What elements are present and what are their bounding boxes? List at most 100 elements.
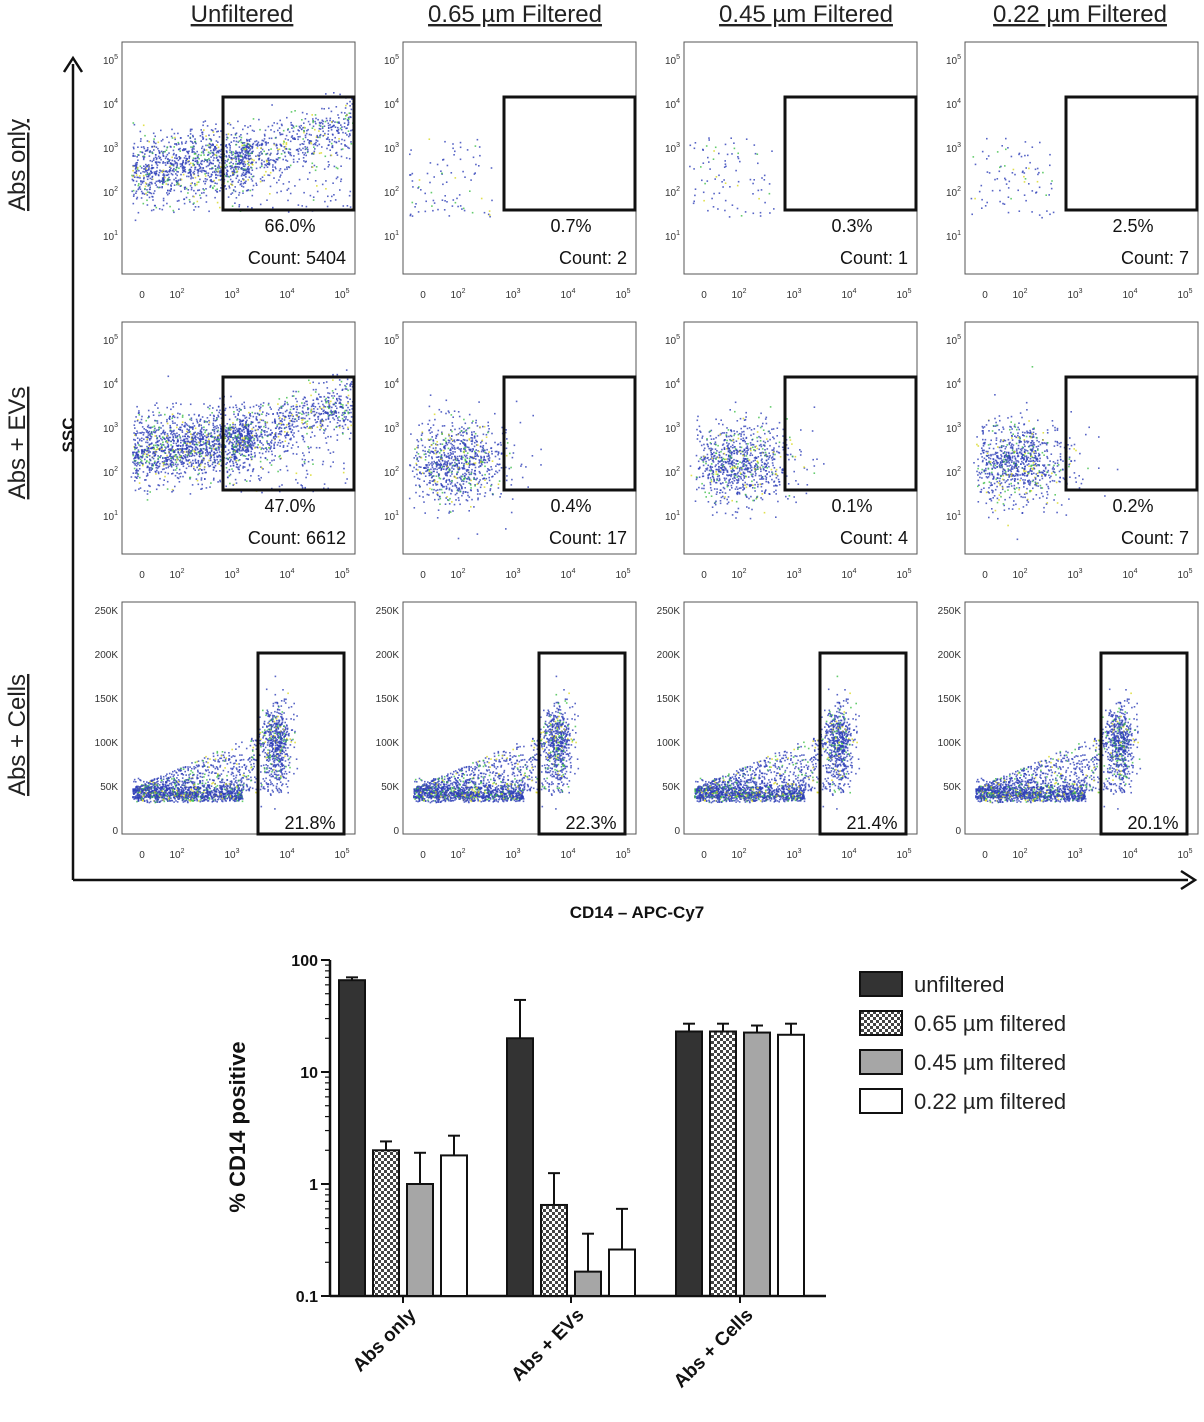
event-dot [336,399,339,402]
event-dot [234,133,237,135]
gate-percent: 66.0% [264,216,315,236]
event-dot [335,410,337,413]
event-dot [335,412,337,414]
event-dot [245,189,248,192]
event-dot [1052,211,1055,214]
event-dot [484,465,486,468]
event-dot [217,170,219,173]
event-dot [279,143,282,146]
event-dot [163,468,165,470]
event-dot [317,416,319,418]
event-dot [335,106,338,108]
event-dot [411,172,414,175]
event-dot [256,437,259,440]
event-dot [471,431,473,433]
event-dot [142,434,145,436]
event-dot [311,127,314,129]
event-dot [199,418,202,421]
event-dot [214,464,217,467]
column-title-unfiltered: Unfiltered [191,1,294,28]
event-dot [329,124,331,126]
event-dot [532,414,534,417]
event-dot [280,153,283,155]
event-dot [283,140,285,142]
event-dot [250,422,253,425]
event-dot [258,421,261,424]
event-dot [214,148,217,151]
event-dot [204,442,207,444]
event-dot [297,412,300,414]
event-dot [241,434,243,436]
event-dot [435,437,437,439]
event-dot [273,443,275,446]
event-dot [213,477,215,480]
event-dot [214,461,216,464]
event-dot [490,466,492,468]
event-dot [250,453,253,455]
event-dot [436,433,439,436]
event-dot [147,424,150,427]
event-dot [351,408,353,410]
event-dot [219,427,222,430]
gate-box [221,375,356,492]
event-dot [231,165,233,167]
event-dot [132,175,134,178]
event-dot [165,183,168,185]
event-dot [261,447,263,449]
event-dot [232,423,234,426]
event-dot [276,153,278,155]
event-dot [204,120,207,122]
event-dot [445,485,448,488]
event-dot [226,169,228,171]
event-dot [220,166,222,168]
event-dot [289,408,292,411]
event-dot [348,135,350,138]
event-dot [314,148,316,150]
event-dot [232,180,234,183]
event-dot [205,138,208,141]
event-dot [303,402,306,404]
event-dot [231,157,233,160]
event-dot [311,114,313,116]
event-dot [278,148,281,151]
event-dot [466,149,469,151]
event-dot [213,451,215,454]
event-dot [150,437,152,440]
event-dot [167,178,169,180]
event-dot [151,178,153,181]
event-dot [257,141,260,144]
event-dot [170,163,173,166]
event-dot [141,452,143,455]
event-dot [178,468,181,471]
event-dot [257,475,260,477]
event-dot [339,189,341,191]
event-dot [428,470,431,473]
event-dot [226,436,229,439]
event-dot [208,134,210,137]
event-dot [305,476,307,479]
event-dot [164,164,167,166]
event-dot [155,488,158,491]
event-dot [216,455,218,457]
event-dot [239,464,242,467]
event-dot [179,137,182,139]
event-dot [200,428,203,430]
event-dot [241,150,243,152]
event-dot [345,418,347,420]
event-dot [213,466,215,469]
event-dot [247,439,250,441]
event-dot [170,464,172,467]
event-dot [170,408,172,411]
event-dot [410,149,412,151]
event-dot [327,133,329,135]
event-dot [239,421,241,423]
event-dot [143,449,146,451]
event-dot [194,168,196,171]
event-dot [307,427,310,429]
event-dot [320,412,323,415]
event-dot [312,199,315,201]
event-dot [266,421,268,424]
event-dot [174,136,176,139]
event-dot [243,438,245,440]
